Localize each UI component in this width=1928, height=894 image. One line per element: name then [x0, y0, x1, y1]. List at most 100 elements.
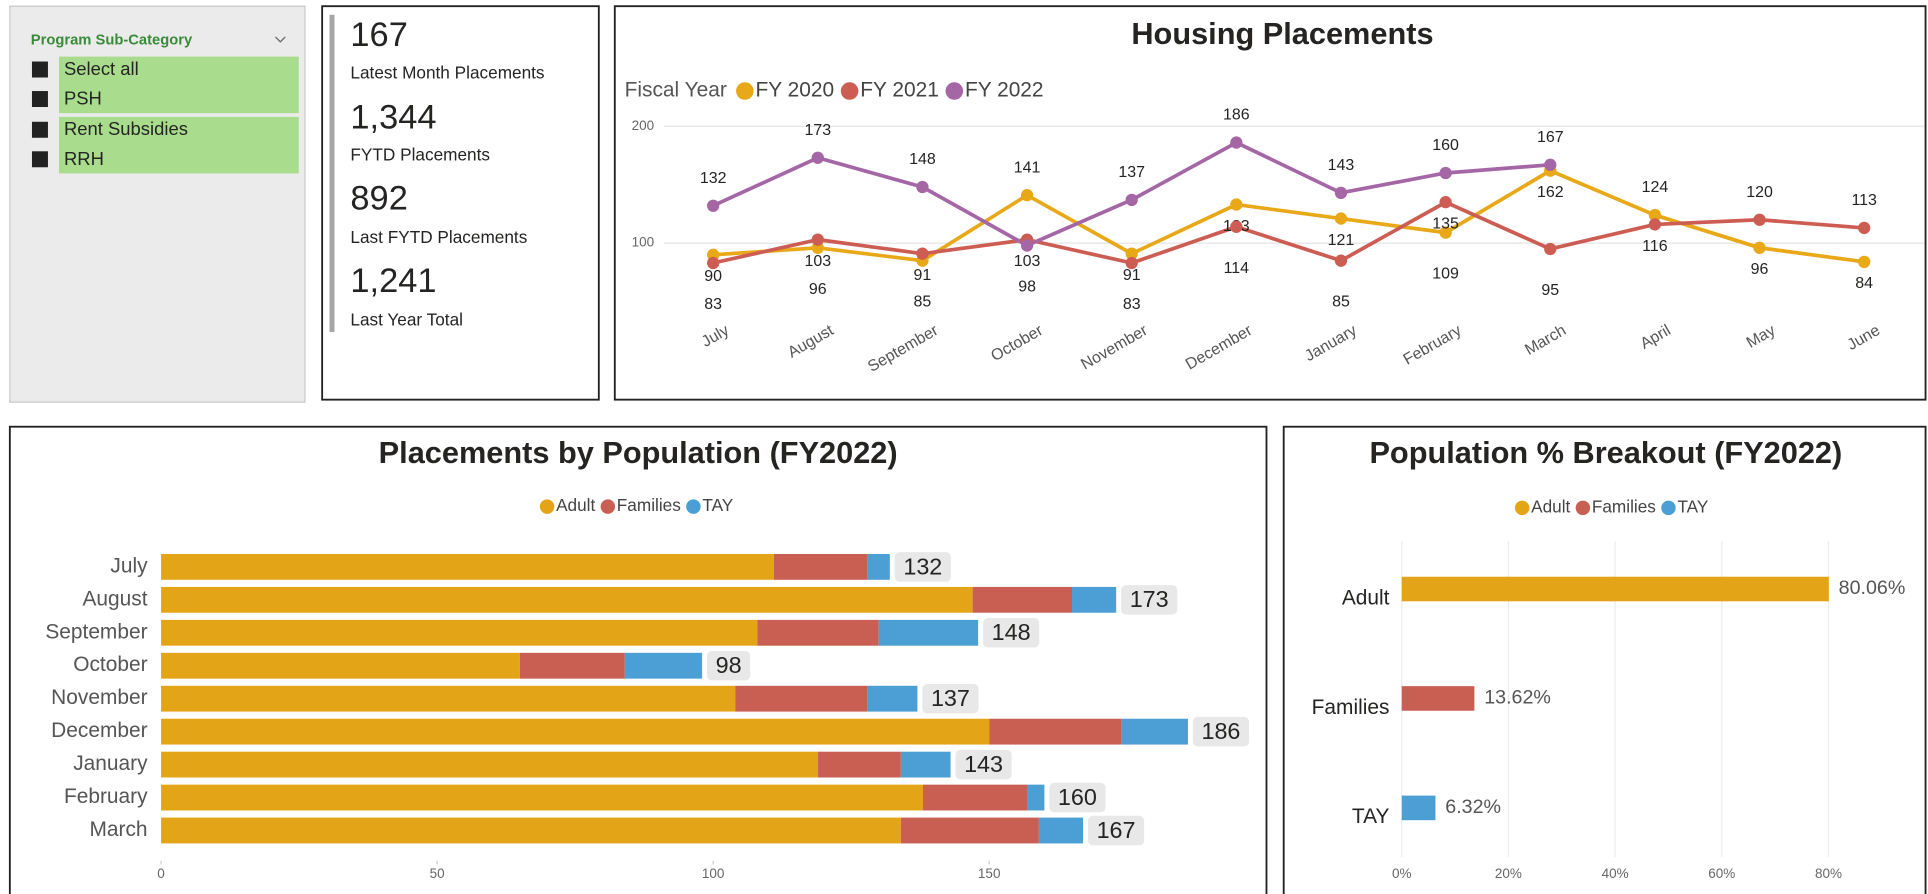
- y-tick-label: February: [64, 785, 148, 808]
- bar-segment: [900, 751, 951, 778]
- data-label: 121: [1328, 232, 1355, 249]
- label-background: [1087, 815, 1145, 846]
- total-label: 137: [931, 685, 970, 711]
- charts: Housing Placements Fiscal Year FY 2020 FY 2…: [45, 16, 1925, 881]
- kpi-label: Last FYTD Placements: [350, 227, 527, 247]
- data-label: 96: [1751, 261, 1769, 278]
- data-label: 84: [1855, 275, 1873, 292]
- data-point: [916, 180, 929, 194]
- total-label: 160: [1058, 784, 1097, 810]
- data-point: [1125, 193, 1138, 207]
- legend-label: Adult: [556, 495, 595, 515]
- total-label: 186: [1201, 718, 1240, 744]
- data-point: [707, 256, 720, 270]
- total-label: 132: [903, 553, 942, 579]
- checkbox[interactable]: [31, 121, 48, 138]
- checkbox[interactable]: [31, 91, 48, 108]
- bar-segment: [735, 685, 868, 712]
- legend-label: FY 2021: [860, 79, 939, 102]
- total-label: 148: [992, 619, 1031, 645]
- data-label: 90: [704, 268, 722, 285]
- data-label: 96: [809, 281, 827, 298]
- bar-segment: [1121, 718, 1188, 745]
- bar-segment: [161, 751, 819, 778]
- y-tick-label: Adult: [1342, 586, 1390, 609]
- data-label: 85: [1332, 294, 1350, 311]
- data-point: [1544, 158, 1557, 171]
- chart-title: Housing Placements: [1131, 16, 1433, 51]
- legend-marker: [1661, 500, 1676, 516]
- label-background: [894, 552, 951, 582]
- label-background: [983, 618, 1040, 648]
- x-tick-label: 0: [157, 866, 165, 881]
- data-point: [1125, 247, 1138, 260]
- y-tick-label: October: [73, 653, 147, 676]
- data-label: 116: [1642, 238, 1668, 255]
- data-label: 173: [804, 122, 831, 139]
- data-point: [1334, 212, 1348, 225]
- y-tick-label: Families: [1312, 696, 1390, 719]
- data-point: [1858, 255, 1871, 268]
- data-label: 85: [914, 294, 932, 311]
- checkbox[interactable]: [31, 151, 48, 168]
- legend-marker: [840, 82, 859, 100]
- slicer-item[interactable]: Rent Subsidies: [64, 118, 188, 139]
- y-tick-label: 100: [632, 235, 655, 250]
- bar-segment: [972, 586, 1072, 613]
- y-tick-label: December: [51, 719, 147, 742]
- legend-label: TAY: [1677, 496, 1708, 516]
- slicer-highlight: [59, 116, 299, 174]
- slicer-item[interactable]: RRH: [64, 148, 104, 169]
- kpi-accent: [329, 14, 335, 333]
- slicer-item[interactable]: PSH: [64, 88, 102, 109]
- data-label: 120: [1746, 184, 1773, 201]
- bar-segment: [161, 718, 990, 745]
- checkbox[interactable]: [31, 61, 48, 78]
- legend-label: FY 2020: [755, 79, 834, 102]
- data-label: 148: [909, 151, 936, 168]
- y-tick-label: August: [83, 587, 148, 610]
- data-label: 186: [1223, 107, 1250, 124]
- data-label: 143: [1328, 157, 1355, 174]
- kpi-value: 892: [350, 180, 407, 218]
- data-label: 114: [1224, 260, 1250, 277]
- legend-label: Families: [617, 495, 681, 515]
- x-tick-label: 80%: [1815, 866, 1842, 881]
- bar-segment: [878, 619, 979, 646]
- kpi-label: FYTD Placements: [350, 145, 490, 165]
- label-background: [1192, 716, 1250, 747]
- bar: [1401, 795, 1436, 821]
- legend-marker: [1575, 500, 1591, 516]
- y-tick-label: 200: [632, 118, 655, 133]
- bar-segment: [161, 553, 774, 580]
- data-label: 103: [1014, 253, 1041, 270]
- y-tick-label: March: [90, 818, 148, 841]
- kpi-panel: [321, 5, 600, 401]
- label-background: [922, 683, 979, 714]
- kpi-label: Latest Month Placements: [350, 62, 544, 82]
- data-point: [1648, 208, 1662, 222]
- slicer-item[interactable]: Select all: [64, 58, 139, 79]
- data-point: [1334, 186, 1348, 200]
- y-tick-label: TAY: [1352, 805, 1390, 828]
- data-label: 80.06%: [1839, 577, 1906, 599]
- bar-segment: [1027, 784, 1045, 811]
- kpi-value: 1,344: [350, 98, 436, 136]
- data-label: 124: [1642, 179, 1669, 196]
- data-point: [811, 151, 824, 164]
- bar-segment: [867, 685, 918, 712]
- data-label: 95: [1541, 282, 1559, 299]
- data-label: 98: [1018, 278, 1036, 295]
- legend-marker: [539, 499, 555, 514]
- bar-segment: [161, 685, 736, 712]
- line-series: [713, 168, 1865, 264]
- bar-segment: [161, 586, 973, 613]
- bar-segment: [624, 652, 703, 679]
- bar-segment: [989, 718, 1122, 745]
- y-tick-label: January: [73, 752, 148, 775]
- data-point: [707, 199, 720, 212]
- data-point: [1753, 241, 1766, 254]
- bar: [1401, 686, 1475, 711]
- data-point: [1020, 239, 1034, 252]
